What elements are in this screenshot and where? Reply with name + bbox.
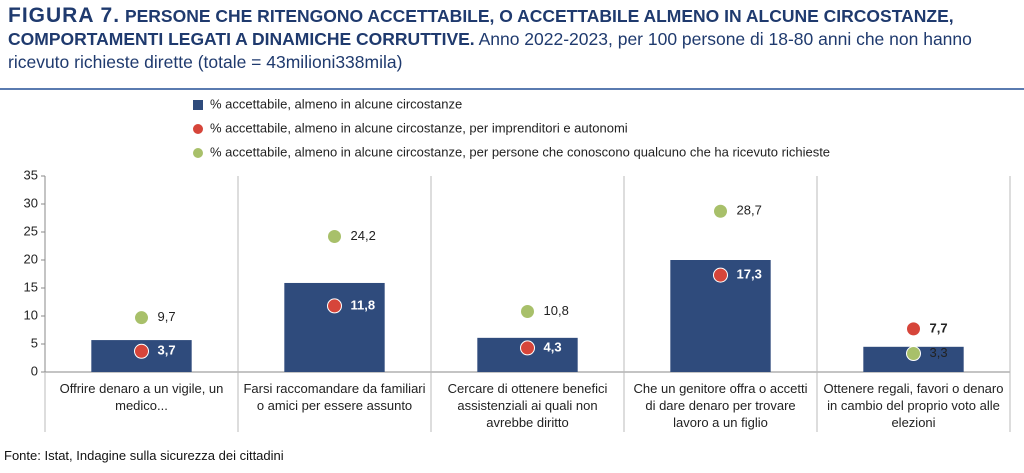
data-label: 4,3 (544, 339, 562, 354)
legend-label: % accettabile, almeno in alcune circosta… (210, 144, 830, 159)
dot (713, 203, 728, 219)
y-tick-label: 10 (24, 307, 38, 322)
legend-label: % accettabile, almeno in alcune circosta… (210, 96, 462, 111)
dot (520, 304, 535, 320)
dot (906, 346, 921, 362)
y-tick-label: 30 (24, 195, 38, 210)
legend-swatch (193, 124, 203, 134)
y-tick-label: 25 (24, 223, 38, 238)
header: FIGURA 7. PERSONE CHE RITENGONO ACCETTAB… (8, 4, 1018, 74)
dot (327, 298, 342, 314)
x-tick-label: Che un genitore offra o accetti di dare … (633, 381, 808, 430)
y-tick-label: 20 (24, 251, 38, 266)
data-label: 11,8 (351, 297, 376, 312)
data-label: 24,2 (351, 228, 376, 243)
data-label: 7,7 (930, 320, 948, 335)
y-tick-label: 15 (24, 279, 38, 294)
subtitle-total: (totale = 43milioni338mila) (197, 52, 403, 72)
legend-swatch (193, 148, 203, 158)
legend-swatch (193, 100, 203, 110)
y-tick-label: 0 (31, 363, 38, 378)
dot (906, 321, 921, 337)
x-tick-label: Offrire denaro a un vigile, un medico... (59, 381, 224, 413)
header-rule (0, 88, 1024, 90)
x-tick-label: Farsi raccomandare da familiari o amici … (243, 381, 426, 413)
dot (520, 340, 535, 356)
dot (327, 228, 342, 244)
data-label: 10,8 (544, 303, 569, 318)
dot (713, 267, 728, 283)
bar (284, 282, 385, 372)
data-label: 17,3 (737, 267, 762, 282)
data-label: 3,7 (158, 343, 176, 358)
x-tick-label: Cercare di ottenere benefici assistenzia… (447, 381, 608, 430)
data-label: 28,7 (737, 203, 762, 218)
legend-label: % accettabile, almeno in alcune circosta… (210, 120, 628, 135)
x-tick-label: Ottenere regali, favori o denaro in camb… (823, 381, 1004, 430)
data-label: 3,3 (930, 345, 948, 360)
dot (134, 343, 149, 359)
figure-label: FIGURA 7. (8, 4, 121, 27)
subtitle: Anno 2022-2023, per 100 persone di 18-80… (8, 29, 972, 72)
source: Fonte: Istat, Indagine sulla sicurezza d… (4, 448, 284, 463)
dot (134, 310, 149, 326)
chart-title: PERSONE CHE RITENGONO ACCETTABILE, O ACC… (8, 6, 954, 49)
y-tick-label: 35 (24, 167, 38, 182)
data-label: 9,7 (158, 309, 176, 324)
y-tick-label: 5 (31, 335, 38, 350)
